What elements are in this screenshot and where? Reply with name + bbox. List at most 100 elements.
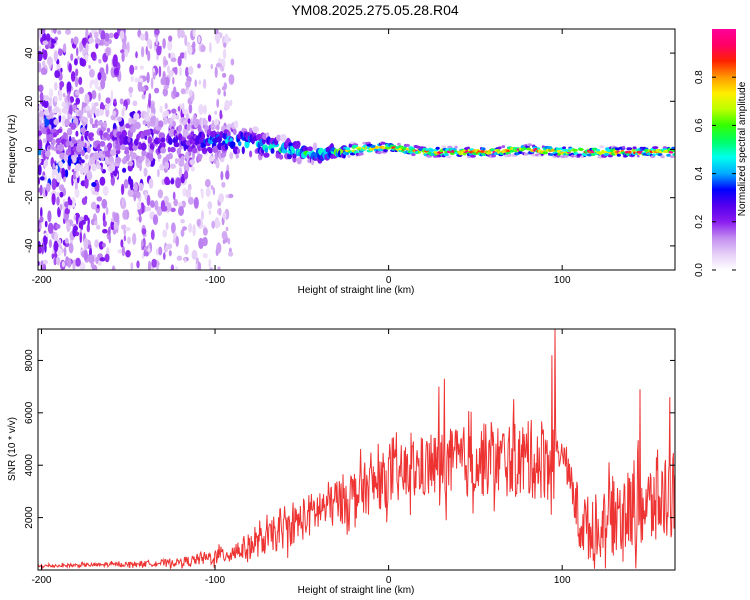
spectrogram-cell: [66, 81, 72, 92]
spectrogram-cell: [40, 67, 47, 75]
spectrogram-cell: [201, 210, 204, 220]
spectrogram-cell: [53, 29, 57, 34]
spectrogram-cell: [215, 62, 222, 68]
spectrogram-cell: [173, 86, 177, 96]
spectrogram-cell: [188, 65, 194, 75]
spectrogram-cell: [180, 155, 185, 163]
spectrogram-cell: [248, 127, 253, 134]
spectrogram-cell: [41, 242, 44, 255]
spectrogram-cell: [67, 113, 72, 120]
spectrogram-cell: [480, 149, 486, 153]
spectrogram-cell: [74, 188, 80, 198]
spectrogram-cell: [48, 239, 53, 249]
spectrogram-cell: [94, 77, 99, 90]
spectrogram-cell: [185, 80, 191, 88]
spectrogram-cell: [172, 191, 176, 200]
spectrogram-cell: [160, 141, 166, 149]
spectrogram-cell: [130, 262, 134, 270]
spectrogram-cell: [188, 145, 192, 153]
spectrogram-cell: [220, 65, 225, 72]
spectrogram-cell: [97, 120, 103, 126]
spectrogram-cell: [96, 182, 100, 193]
spectrogram-cell: [67, 91, 70, 103]
spectrogram-cell: [96, 224, 101, 230]
spectrogram-cell: [163, 116, 168, 125]
spectrogram-cell: [84, 178, 89, 189]
spectrogram-cell: [185, 188, 191, 199]
spectrogram-cell: [104, 150, 111, 157]
spectrogram-cell: [141, 149, 147, 157]
spectrogram-cell: [113, 32, 119, 40]
spectrogram-cell: [182, 226, 187, 231]
spectrogram-cell: [121, 52, 125, 62]
spectrogram-cell: [167, 152, 173, 160]
spectrogram-cell: [59, 161, 64, 169]
spectrogram-cell: [221, 181, 226, 188]
spectrogram-cell: [149, 200, 155, 208]
spectrogram-cell: [134, 65, 138, 71]
spectrogram-cell: [102, 220, 107, 228]
spectrogram-cell: [263, 152, 270, 158]
spectrogram-cell: [143, 167, 148, 177]
spectrogram-cell: [177, 29, 181, 39]
spectrogram-cell: [88, 37, 94, 44]
spectrogram-cell: [90, 51, 97, 59]
spectrogram-cell: [179, 66, 182, 76]
spectrogram-cell: [70, 196, 76, 208]
spectrogram-cell: [192, 29, 196, 38]
spectrogram-cell: [147, 50, 151, 62]
spectrogram-cell: [117, 249, 123, 254]
spectrogram-cell: [84, 93, 90, 105]
snr-frame: [37, 328, 676, 571]
spectrogram-cell: [221, 230, 228, 240]
spectrogram-cell: [197, 63, 201, 69]
spectrogram-cell: [82, 116, 88, 123]
spectrogram-cell: [125, 226, 131, 232]
spectrogram-cell: [81, 149, 85, 157]
spectrogram-cell: [560, 155, 566, 159]
spectrogram-cell: [555, 147, 561, 151]
spectrogram-cell: [75, 171, 80, 179]
spectrogram-cell: [64, 169, 69, 178]
spectrogram-cell: [63, 246, 67, 257]
spectrogram-cell: [163, 85, 169, 90]
colorbar-ticks: 0.0 0.2 0.4 0.6 0.8: [694, 70, 736, 277]
spectrogram-cell: [125, 250, 131, 258]
spectrogram-cell: [143, 250, 147, 257]
spectrogram-cell: [47, 145, 51, 150]
spectrogram-cell: [144, 30, 149, 42]
spectrogram-cell: [185, 160, 189, 171]
snr-x-axis-label: Height of straight line (km): [298, 585, 415, 596]
colorbar-tick-label: 0.8: [694, 70, 705, 84]
spectrogram-cell: [404, 143, 410, 147]
spectrogram-cell: [370, 145, 377, 149]
spectrogram-cell: [48, 88, 54, 98]
spectrogram-cell: [147, 260, 152, 270]
spectrogram-y-tick-label: 40: [24, 47, 35, 59]
spectrogram-y-tick-label: 0: [24, 146, 35, 152]
spectrogram-cell: [164, 102, 168, 110]
spectrogram-cell: [72, 259, 76, 270]
spectrogram-heatmap: [38, 29, 675, 270]
colorbar-tick-label: 0.2: [694, 214, 705, 228]
spectrogram-cell: [170, 207, 176, 213]
spectrogram-cell: [146, 71, 150, 84]
spectrogram-cell: [119, 30, 125, 40]
spectrogram-cell: [168, 35, 173, 42]
spectrogram-cell: [172, 120, 176, 128]
spectrogram-cell: [562, 146, 566, 150]
spectrogram-cell: [49, 111, 54, 119]
spectrogram-cell: [133, 112, 140, 121]
spectrogram-cell: [197, 36, 201, 43]
spectrogram-cell: [98, 241, 104, 250]
spectrogram-cell: [544, 151, 548, 155]
spectrogram-cell: [89, 68, 95, 78]
spectrogram-cell: [147, 247, 151, 253]
spectrogram-cell: [179, 29, 185, 39]
spectrogram-cell: [187, 118, 191, 125]
spectrogram-cell: [270, 148, 275, 154]
spectrogram-cell: [177, 55, 182, 67]
spectrogram-cell: [108, 39, 112, 44]
snr-panel: -200 -100 0 100 2000 4000 6000 8000 Height of s…: [7, 328, 676, 596]
spectrogram-cell: [62, 93, 66, 97]
